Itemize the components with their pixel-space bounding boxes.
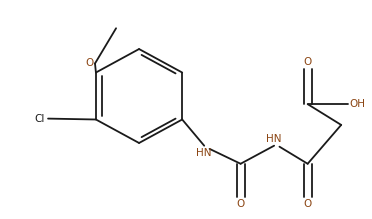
Text: Cl: Cl: [35, 114, 45, 124]
Text: HN: HN: [196, 148, 212, 158]
Text: O: O: [85, 58, 93, 69]
Text: O: O: [304, 199, 312, 209]
Text: OH: OH: [350, 99, 366, 109]
Text: O: O: [237, 199, 245, 209]
Text: HN: HN: [266, 134, 282, 144]
Text: methoxy: methoxy: [118, 25, 124, 27]
Text: O: O: [304, 57, 312, 67]
